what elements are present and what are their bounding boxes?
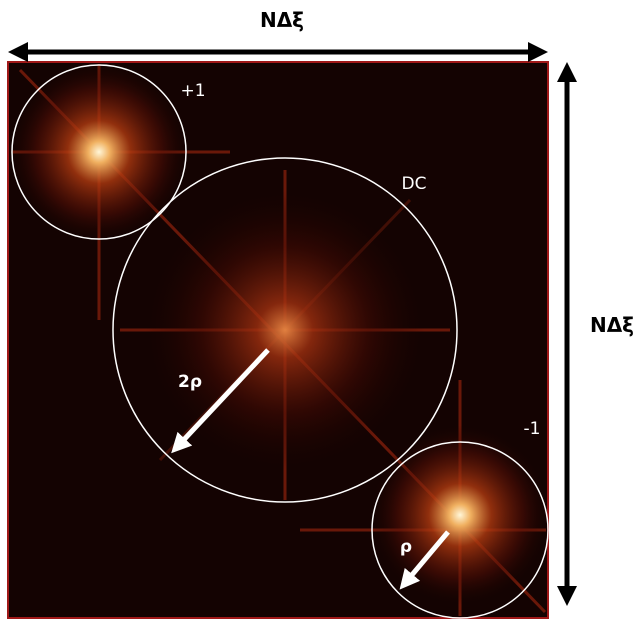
dimension-label: NΔξ [590, 313, 634, 337]
diagram: NΔξ NΔξ +1 DC -1 2ρ ρ [0, 0, 637, 621]
radius-label: 2ρ [178, 372, 202, 392]
dimension-label: NΔξ [260, 8, 304, 32]
radius-label: ρ [400, 537, 412, 557]
spectrum-image [8, 62, 550, 618]
order-label: +1 [180, 81, 205, 101]
order-label: -1 [524, 419, 541, 439]
order-label: DC [402, 174, 427, 194]
